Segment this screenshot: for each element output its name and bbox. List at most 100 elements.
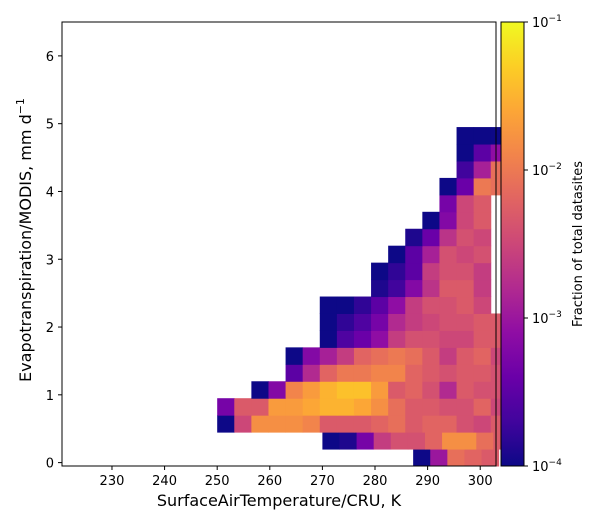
heatmap-cell xyxy=(422,415,440,433)
heatmap-cell xyxy=(234,415,252,433)
heatmap-cell xyxy=(456,381,475,399)
heatmap-cell xyxy=(268,381,287,399)
heatmap-cell xyxy=(422,398,440,416)
heatmap-cell xyxy=(405,330,423,348)
heatmap-cell xyxy=(302,381,321,399)
plot-frame xyxy=(61,21,497,467)
heatmap-cell xyxy=(464,449,483,467)
y-axis-label: Evapotranspiration/MODIS, mm d−1 xyxy=(14,98,35,382)
heatmap-cell xyxy=(473,364,492,382)
heatmap-cell xyxy=(422,347,440,365)
heatmap-cell xyxy=(439,177,458,196)
heatmap-cell xyxy=(371,279,389,298)
heatmap-cell xyxy=(481,449,500,467)
heatmap-cell xyxy=(422,364,440,382)
heatmap-cell xyxy=(371,330,389,348)
heatmap-cell xyxy=(405,398,423,416)
heatmap-cell xyxy=(388,296,406,314)
heatmap-cell xyxy=(405,313,423,331)
heatmap-cell xyxy=(405,296,423,314)
heatmap-cell xyxy=(473,330,492,348)
heatmap-cell xyxy=(476,432,494,450)
heatmap-cell xyxy=(371,296,389,314)
heatmap-cell xyxy=(439,347,458,365)
x-tick-label: 230 xyxy=(100,474,125,489)
heatmap-cell xyxy=(405,228,423,247)
colorbar-tick-label: 10−4 xyxy=(532,458,562,475)
x-axis: 230 240 250 260 270 280 290 300 xyxy=(100,466,493,489)
heatmap-cells xyxy=(217,127,511,467)
heatmap-cell xyxy=(251,398,269,416)
heatmap-cell xyxy=(302,415,321,433)
heatmap-cell xyxy=(456,279,475,298)
x-tick-label: 250 xyxy=(205,474,230,489)
heatmap-cell xyxy=(356,432,375,450)
heatmap-cell xyxy=(371,398,389,416)
heatmap-cell xyxy=(336,398,355,416)
y-tick-label: 4 xyxy=(46,185,54,200)
heatmap-cell xyxy=(473,177,492,196)
heatmap-cell xyxy=(285,347,304,365)
heatmap-cell xyxy=(319,296,338,314)
heatmap-cell xyxy=(388,262,406,281)
heatmap-cell xyxy=(388,245,406,264)
heatmap-cell xyxy=(217,398,235,416)
heatmap-cell xyxy=(319,398,338,416)
heatmap-cell xyxy=(422,279,440,298)
heatmap-cell xyxy=(407,432,426,450)
y-tick-label: 3 xyxy=(46,253,54,268)
heatmap-cell xyxy=(405,347,423,365)
x-tick-label: 280 xyxy=(363,474,388,489)
y-axis-label-main: Evapotranspiration/MODIS, mm d xyxy=(16,114,35,382)
heatmap-cell xyxy=(339,432,358,450)
heatmap-cell xyxy=(422,245,440,264)
heatmap-cell xyxy=(439,194,458,213)
heatmap-cell xyxy=(336,347,355,365)
heatmap-cell xyxy=(456,398,475,416)
heatmap-cell xyxy=(439,330,458,348)
heatmap-cell xyxy=(439,245,458,264)
heatmap-cell xyxy=(413,449,431,467)
heatmap-cell xyxy=(336,313,355,331)
heatmap-cell xyxy=(373,432,392,450)
heatmap-cell xyxy=(353,347,372,365)
heatmap-cell xyxy=(353,296,372,314)
heatmap-cell xyxy=(456,144,475,162)
heatmap-cell xyxy=(439,381,458,399)
heatmap-cell xyxy=(439,262,458,281)
x-tick-label: 260 xyxy=(257,474,282,489)
heatmap-cell xyxy=(439,211,458,230)
heatmap-cell xyxy=(459,432,477,450)
x-tick-label: 290 xyxy=(415,474,440,489)
heatmap-cell xyxy=(302,347,321,365)
heatmap-cell xyxy=(353,364,372,382)
heatmap-cell xyxy=(422,381,440,399)
y-tick-label: 2 xyxy=(46,321,54,336)
heatmap-cell xyxy=(371,313,389,331)
heatmap-cell xyxy=(456,245,475,264)
y-axis-label-sup: −1 xyxy=(14,98,27,114)
heatmap-cell xyxy=(422,211,440,230)
heatmap-cell xyxy=(405,262,423,281)
heatmap-cell xyxy=(371,364,389,382)
heatmap-cell xyxy=(456,177,475,196)
heatmap-cell xyxy=(336,381,355,399)
heatmap-cell xyxy=(439,415,458,433)
heatmap-cell xyxy=(322,432,340,450)
heatmap-cell xyxy=(336,415,355,433)
heatmap-cell xyxy=(456,160,475,179)
heatmap-cell xyxy=(285,364,304,382)
heatmap-cell xyxy=(473,228,492,247)
heatmap-cell xyxy=(388,364,406,382)
y-tick-label: 1 xyxy=(46,389,54,404)
heatmap-cell xyxy=(353,381,372,399)
heatmap-cell xyxy=(285,415,304,433)
heatmap-cell xyxy=(371,381,389,399)
heatmap-cell xyxy=(439,228,458,247)
heatmap-cell xyxy=(456,347,475,365)
heatmap-cell xyxy=(422,228,440,247)
heatmap-cell xyxy=(473,245,492,264)
heatmap-cell xyxy=(405,279,423,298)
heatmap-cell xyxy=(285,398,304,416)
heatmap-cell xyxy=(371,262,389,281)
